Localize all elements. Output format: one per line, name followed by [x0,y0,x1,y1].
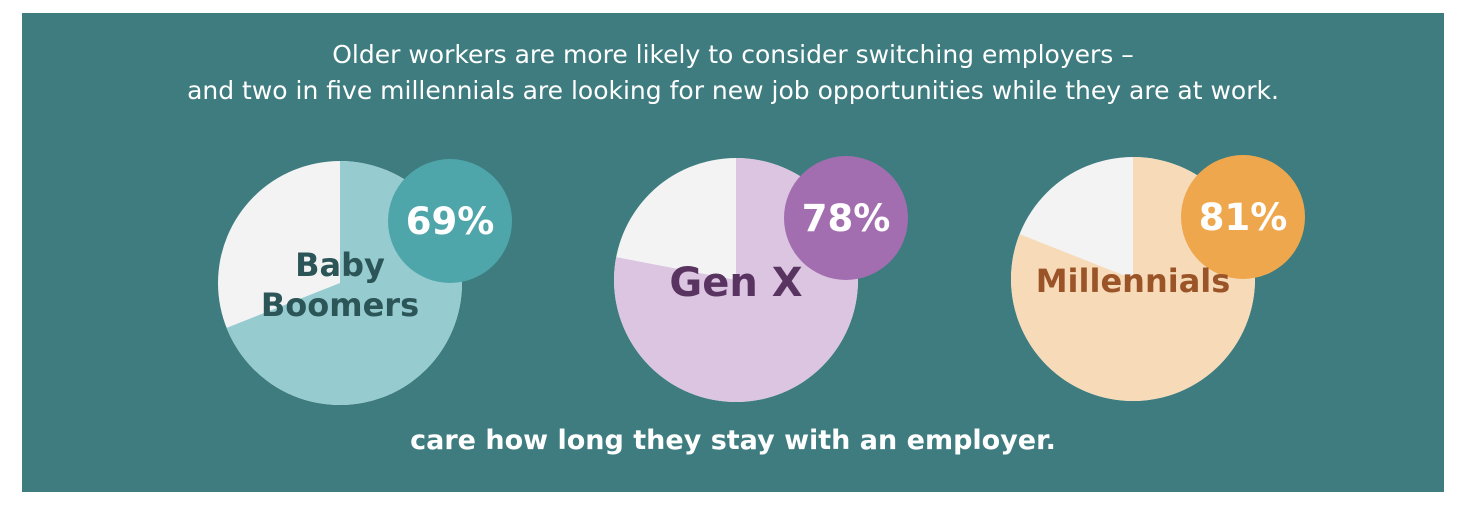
infographic-panel: Older workers are more likely to conside… [22,13,1444,492]
pie-name-label: Gen X [669,260,802,306]
pie-name-label: Baby [295,246,385,284]
pie-gen-x: 78%Gen X [614,156,908,402]
pie-millennials: 81% Millennials [1010,155,1305,401]
pie-name-label: Boomers [261,286,419,324]
percentage-label: 78% [802,197,891,240]
percentage-label: 81% [1199,196,1288,239]
headline-line-1: Older workers are more likely to conside… [332,40,1134,69]
percentage-badge [1181,155,1305,279]
percentage-badge [784,156,908,280]
pie-name-label: Millennials [1036,262,1231,300]
headline-line-2: and two in five millennials are looking … [187,76,1279,105]
headline: Older workers are more likely to conside… [22,37,1444,109]
footer-caption: care how long they stay with an employer… [410,425,1056,456]
percentage-label: 69% [406,200,495,243]
percentage-badge [388,159,512,283]
